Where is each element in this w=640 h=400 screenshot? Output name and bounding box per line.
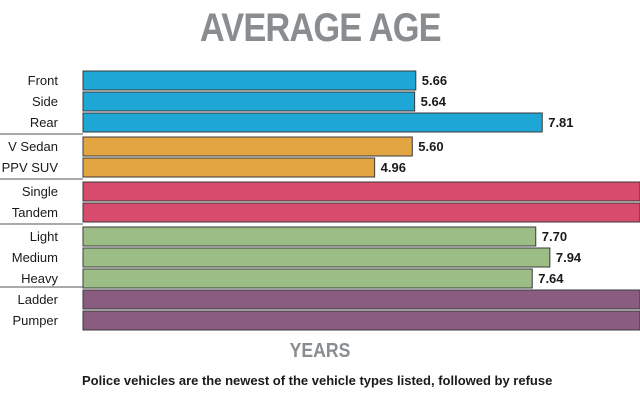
bar-front xyxy=(82,70,417,91)
bar-group-4: Light 7.70 Medium 7.94 Heavy 7.64 xyxy=(0,223,582,289)
value-label: 7.94 xyxy=(556,250,582,265)
value-label: 7.64 xyxy=(538,271,564,286)
value-label: 5.66 xyxy=(422,73,447,88)
bar-pumper xyxy=(82,310,640,331)
bar-ladder xyxy=(82,289,640,310)
category-label: Tandem xyxy=(12,205,58,220)
category-label: Side xyxy=(32,94,58,109)
x-axis-label: YEARS xyxy=(289,340,351,362)
chart-title: AVERAGE AGE xyxy=(199,6,442,50)
bar-group-5: Ladder Pumper xyxy=(0,286,640,331)
category-label: Heavy xyxy=(21,271,58,286)
value-label: 7.81 xyxy=(548,115,573,130)
category-label: Front xyxy=(28,73,59,88)
category-label: V Sedan xyxy=(8,139,58,154)
bar-medium xyxy=(82,247,551,268)
bar-ppv-suv xyxy=(82,157,376,178)
category-label: Light xyxy=(30,229,59,244)
category-label: Medium xyxy=(12,250,58,265)
bar-side xyxy=(82,91,416,112)
value-label: 5.60 xyxy=(418,139,443,154)
bar-heavy xyxy=(82,268,533,289)
bar-v-sedan xyxy=(82,136,413,157)
bar-tandem xyxy=(82,202,640,223)
bar-light xyxy=(82,226,537,247)
bar-group-2: V Sedan 5.60 PPV SUV 4.96 xyxy=(0,133,444,178)
category-label: Pumper xyxy=(12,313,58,328)
bar-group-1: Front 5.66 Side 5.64 Rear 7.81 xyxy=(28,70,574,133)
category-label: Single xyxy=(22,184,58,199)
bar-single xyxy=(82,181,640,202)
bar-group-3: Single Tandem xyxy=(0,178,640,223)
value-label: 7.70 xyxy=(542,229,567,244)
bar-rear xyxy=(82,112,543,133)
value-label: 5.64 xyxy=(421,94,447,109)
value-label: 4.96 xyxy=(381,160,406,175)
chart-caption: Police vehicles are the newest of the ve… xyxy=(82,373,553,388)
category-label: Rear xyxy=(30,115,59,130)
category-label: PPV SUV xyxy=(2,160,59,175)
category-label: Ladder xyxy=(18,292,59,307)
